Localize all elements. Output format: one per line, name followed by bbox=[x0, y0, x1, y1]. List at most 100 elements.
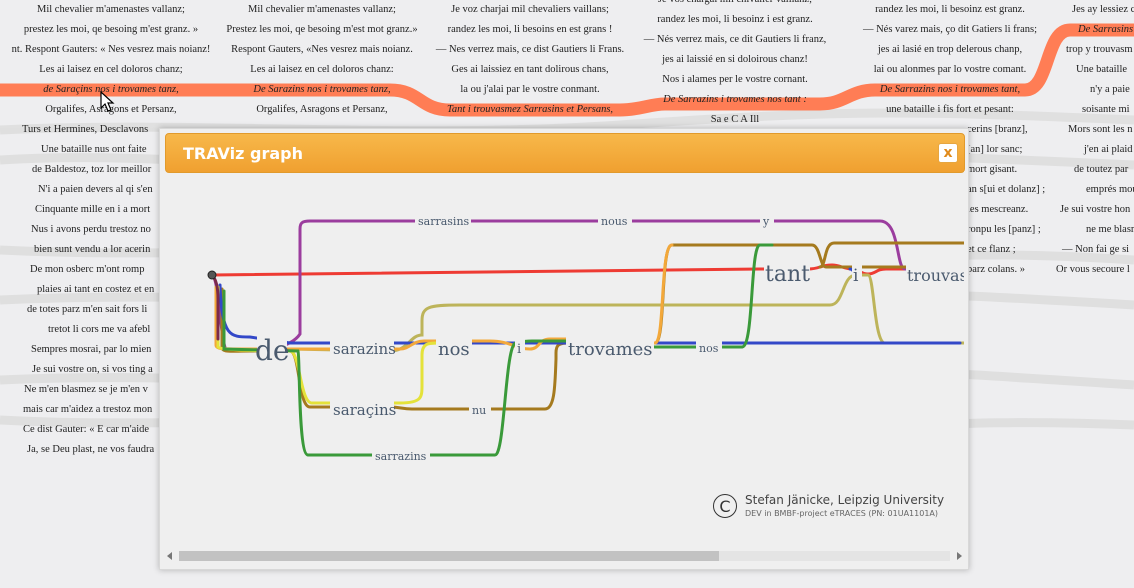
verse-line: j'en ai plaid bbox=[1084, 144, 1133, 155]
scroll-right-arrow-icon[interactable] bbox=[957, 552, 962, 560]
verse-line: jes ai laissié en si doloirous chanz! bbox=[662, 54, 808, 65]
node-trouvasmez[interactable]: trouvasmez bbox=[907, 266, 968, 285]
witness-column-4: Je vos chargai mil chivalier vaillanz; r… bbox=[640, 0, 830, 130]
dialog-title: TRAViz graph bbox=[183, 144, 303, 163]
verse-line-highlighted[interactable]: Tant i trouvasmez Sarrasins et Persans, bbox=[446, 104, 614, 115]
verse-line: trop y trouvasm bbox=[1066, 44, 1133, 55]
close-icon: x bbox=[943, 145, 953, 161]
verse-line-highlighted[interactable]: de Saraçins nos i trovames tanz, bbox=[43, 84, 179, 95]
node-nu[interactable]: nu bbox=[472, 404, 486, 417]
verse-line: — Nes verrez mais, ce dist Gautiers li F… bbox=[435, 44, 625, 55]
verse-line: et ce flanz ; bbox=[967, 244, 1016, 255]
credit-project: DEV in BMBF-project eTRACES (PN: 01UA110… bbox=[745, 509, 939, 518]
node-trovames[interactable]: trovames bbox=[568, 339, 653, 360]
verse-line: Une bataille bbox=[1076, 64, 1128, 75]
verse-line: Turs et Hermines, Desclavons bbox=[22, 124, 149, 135]
witness-column-2: Mil chevalier m'amenastes vallanz; Prest… bbox=[222, 0, 422, 120]
close-button[interactable]: x bbox=[938, 143, 958, 163]
verse-line: bien sunt vendu a lor acerin bbox=[34, 244, 151, 255]
verse-line: randez les moi, li besoinz est granz. bbox=[875, 4, 1025, 15]
edge-brown-upper bbox=[818, 241, 964, 269]
verse-line: parz colans. » bbox=[967, 264, 1026, 275]
verse-line: les mescreanz. bbox=[967, 204, 1029, 215]
node-de[interactable]: de bbox=[255, 334, 290, 367]
verse-line: Orgalifes, Asragons et Persanz, bbox=[256, 104, 388, 115]
copyright-icon: C bbox=[713, 494, 737, 518]
scroll-left-arrow-icon[interactable] bbox=[167, 552, 172, 560]
verse-line: — Non fai ge si bbox=[1062, 244, 1130, 255]
verse-line: Ne m'en blasmez se je m'en v bbox=[24, 384, 148, 395]
node-tant[interactable]: tant bbox=[765, 262, 810, 287]
witness-column-5: randez les moi, li besoinz est granz. — … bbox=[850, 0, 1050, 280]
verse-line: Mors sont les n bbox=[1068, 124, 1133, 135]
verse-line: Nos i alames per le vostre cornant. bbox=[662, 74, 808, 85]
verse-line: Les ai laisez en cel doloros chanz; bbox=[39, 64, 183, 75]
verse-line: [an] lor sanc; bbox=[967, 144, 1023, 155]
verse-line: randez les moi, li besoinz i est granz. bbox=[657, 14, 813, 25]
verse-line-highlighted[interactable]: De Sarrasins bbox=[1078, 24, 1134, 35]
start-node[interactable] bbox=[207, 270, 217, 280]
node-sarazins[interactable]: sarazins bbox=[333, 340, 396, 358]
verse-line: Nus i avons perdu trestoz no bbox=[31, 224, 151, 235]
verse-line: Mil chevalier m'amenastes vallanz; bbox=[37, 4, 185, 15]
verse-line: — Nés varez mais, ço dit Gatiers li fran… bbox=[862, 24, 1038, 35]
traviz-dialog: TRAViz graph x de bbox=[159, 128, 969, 570]
verse-line: n'y a paie bbox=[1090, 84, 1130, 95]
verse-line: Or vous secoure l bbox=[1056, 264, 1130, 275]
verse-line: Cinquante mille en i a mort bbox=[35, 204, 151, 215]
verse-line: Ce dist Gauter: « E car m'aide bbox=[23, 424, 150, 435]
verse-line: Prestez les moi, qe besoing m'est mot gr… bbox=[226, 24, 418, 35]
dialog-header[interactable]: TRAViz graph x bbox=[165, 133, 965, 173]
verse-line: Je sui vostre on, si vos ting a bbox=[32, 364, 153, 375]
verse-line: Les ai laisez en cel doloros chanz: bbox=[250, 64, 394, 75]
verse-line: Mil chevalier m'amenastes vallanz; bbox=[248, 4, 396, 15]
node-i-1[interactable]: i bbox=[517, 342, 521, 357]
scroll-thumb[interactable] bbox=[179, 551, 719, 561]
verse-line: prestez les moi, qe besoing m'est granz.… bbox=[23, 24, 199, 35]
verse-line: Je vos chargai mil chivalier vaillanz; bbox=[640, 0, 830, 10]
verse-line: tretot li cors me va afebl bbox=[48, 324, 151, 335]
verse-line: Ja, se Deu plast, ne vos faudra bbox=[27, 444, 155, 455]
node-nos-2[interactable]: nos bbox=[699, 342, 719, 355]
mouse-cursor-icon bbox=[100, 91, 115, 112]
verse-line: randez les moi, li besoins en est grans … bbox=[447, 24, 613, 35]
witness-column-3: Je voz charjai mil chevaliers vaillans; … bbox=[430, 0, 630, 120]
credit-author: Stefan Jänicke, Leipzig University bbox=[745, 493, 945, 507]
edge-olive bbox=[288, 273, 964, 353]
verse-line: Je voz charjai mil chevaliers vaillans; bbox=[451, 4, 609, 15]
verse-line-highlighted[interactable]: De Sarrazins i trovames nos tant : bbox=[663, 94, 807, 105]
node-nos[interactable]: nos bbox=[438, 339, 470, 360]
node-sarrasins-top[interactable]: sarrasins bbox=[418, 215, 470, 228]
verse-line: cerins [branz], bbox=[967, 124, 1028, 135]
witness-column-1: Mil chevalier m'amenastes vallanz; prest… bbox=[0, 0, 222, 460]
verse-line: Sa e C A Ill bbox=[710, 114, 760, 125]
node-sarrazins-bottom[interactable]: sarrazins bbox=[375, 450, 427, 463]
verse-line: N'i a paien devers al qi s'en bbox=[38, 184, 153, 195]
verse-line: une bataille i fis fort et pesant: bbox=[886, 104, 1014, 115]
highlight-path bbox=[0, 23, 1134, 117]
verse-line: an s[ui et dolanz] ; bbox=[967, 184, 1046, 195]
verse-line: — Nés verrez mais, ce dit Gautiers li fr… bbox=[643, 34, 827, 45]
verse-line: emprés mou bbox=[1086, 184, 1134, 195]
verse-line: la ou j'alai par le vostre conmant. bbox=[460, 84, 600, 95]
scroll-track[interactable] bbox=[179, 551, 950, 561]
node-y[interactable]: y bbox=[762, 215, 770, 228]
edge-blue bbox=[218, 283, 962, 345]
verse-line: Respont Gauters, «Nes vesrez mais noianz… bbox=[231, 44, 413, 55]
verse-line: mort gisant. bbox=[967, 164, 1018, 175]
verse-line-highlighted[interactable]: De Sarazins nos i trovames tanz, bbox=[253, 84, 391, 95]
verse-line: ne me blasm bbox=[1086, 224, 1134, 235]
verse-line: lai ou alonmes par lo vostre comant. bbox=[873, 64, 1027, 75]
verse-line: nt. Respont Gauters: « Nes vesrez mais n… bbox=[11, 44, 211, 55]
node-i-2[interactable]: i bbox=[853, 266, 859, 286]
node-nous[interactable]: nous bbox=[601, 215, 628, 228]
verse-line: Une bataille nus ont faite bbox=[41, 144, 147, 155]
verse-line: Je sui vostre hon bbox=[1060, 204, 1131, 215]
verse-line: de toutez par bbox=[1074, 164, 1129, 175]
verse-line-highlighted[interactable]: De Sarrazins nos i trovames tant, bbox=[879, 84, 1021, 95]
traviz-graph-canvas[interactable]: de sarazins saraçins sarrazins sarrasins… bbox=[160, 129, 968, 549]
horizontal-scrollbar[interactable] bbox=[167, 549, 962, 565]
node-saracins[interactable]: saraçins bbox=[333, 401, 396, 419]
verse-line: soisante mi bbox=[1082, 104, 1130, 115]
verse-line: ronpu les [panz] ; bbox=[967, 224, 1041, 235]
